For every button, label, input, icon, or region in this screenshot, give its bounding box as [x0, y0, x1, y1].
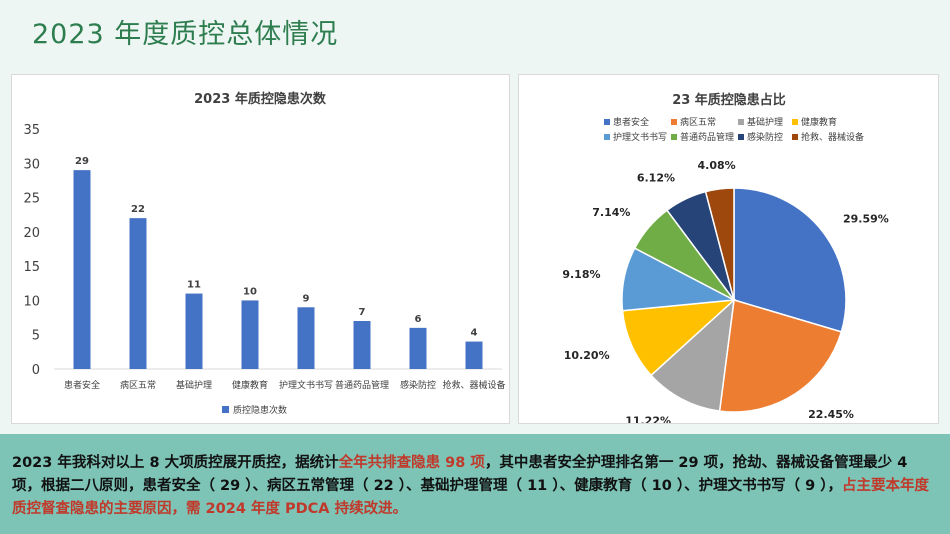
bar-data-label: 11	[187, 280, 201, 291]
bar-data-label: 9	[303, 293, 310, 304]
pie-slice	[718, 299, 843, 413]
bar-data-label: 7	[359, 307, 366, 318]
pie-data-label: 4.08%	[698, 159, 736, 172]
bar-chart: 2023 年质控隐患次数 0 5 10 15 20 25 30 35 29 患者安全 22 病区五常 11…	[23, 91, 505, 416]
x-tick-label: 感染防控	[400, 379, 436, 391]
legend-label: 病区五常	[680, 116, 716, 128]
pie-data-label: 6.12%	[637, 171, 675, 184]
x-tick-label: 患者安全	[64, 379, 100, 391]
legend-swatch	[671, 134, 677, 140]
pie-data-label: 22.45%	[808, 408, 854, 421]
pie-data-label: 9.18%	[562, 268, 600, 281]
legend-swatch	[738, 119, 744, 125]
pie-slice	[733, 187, 847, 333]
pie-data-label: 10.20%	[564, 349, 610, 362]
bar	[129, 218, 147, 369]
legend-label: 感染防控	[747, 131, 783, 143]
legend-swatch	[792, 134, 798, 140]
bar	[241, 300, 259, 369]
summary-highlight-total: 全年共排查隐患 98 项	[338, 455, 485, 471]
legend-swatch	[792, 119, 798, 125]
bar	[409, 327, 427, 369]
bar-chart-panel: 2023 年质控隐患次数 0 5 10 15 20 25 30 35 29 患者安全 22 病区五常 11…	[11, 74, 510, 424]
bar-chart-title: 2023 年质控隐患次数	[194, 91, 327, 107]
bar-data-label: 29	[75, 156, 89, 167]
bar	[73, 170, 91, 369]
summary-part-3: ，其中患者安全护理排名第一 29 项，抢劫、器械设备管理最少 4 项，根据二八原…	[12, 455, 908, 494]
pie-chart-title: 23 年质控隐患占比	[672, 92, 786, 108]
bar-data-label: 22	[131, 204, 145, 215]
legend-label: 健康教育	[801, 116, 837, 128]
pie-slice	[649, 298, 736, 412]
pie-chart-panel: 23 年质控隐患占比患者安全 病区五常 基础护理 健康教育护理文书书写 普通药品管理 感染…	[518, 74, 939, 424]
y-tick-label: 25	[23, 192, 40, 207]
y-tick-label: 5	[32, 329, 40, 344]
legend-label: 患者安全	[613, 116, 649, 128]
legend-swatch	[671, 119, 677, 125]
bar-data-label: 10	[243, 286, 257, 297]
page-title: 2023 年度质控总体情况	[32, 19, 339, 50]
legend-label: 抢救、器械设备	[801, 131, 864, 143]
bar-data-label: 4	[471, 328, 478, 339]
pie-slice	[621, 299, 737, 377]
x-tick-label: 病区五常	[120, 379, 156, 391]
x-tick-label: 护理文书书写	[279, 379, 333, 391]
legend-swatch	[738, 134, 744, 140]
x-tick-label: 基础护理	[176, 379, 212, 391]
y-tick-label: 30	[23, 157, 40, 172]
bar	[185, 293, 203, 369]
legend-swatch	[222, 406, 229, 413]
bar	[353, 321, 371, 369]
legend-swatch	[604, 134, 610, 140]
bar	[465, 341, 483, 369]
pie-data-label: 29.59%	[843, 213, 889, 226]
summary-part-1: 2023 年我科对以上 8 大项质控展开质控，据统计	[12, 455, 339, 471]
x-tick-label: 抢救、器械设备	[442, 379, 505, 391]
pie-slice	[704, 187, 735, 301]
y-tick-label: 35	[23, 123, 40, 138]
summary-highlight-conclusion: 占主要本年度质控督查隐患的主要原因，需 2024 年度 PDCA 持续改进。	[12, 478, 930, 517]
y-tick-label: 0	[32, 363, 40, 378]
y-tick-label: 15	[23, 260, 40, 275]
legend-swatch	[604, 119, 610, 125]
legend-label: 普通药品管理	[680, 131, 734, 143]
bar	[297, 307, 315, 369]
summary-text: 2023 年我科对以上 8 大项质控展开质控，据统计全年共排查隐患 98 项，其…	[0, 434, 950, 534]
y-tick-label: 20	[23, 226, 40, 241]
bar-data-label: 6	[415, 314, 422, 325]
pie-data-label: 7.14%	[592, 206, 630, 219]
legend-label: 质控隐患次数	[233, 404, 287, 416]
x-tick-label: 普通药品管理	[335, 379, 389, 391]
x-tick-label: 健康教育	[232, 379, 268, 391]
legend-label: 护理文书书写	[613, 131, 667, 143]
y-tick-label: 10	[23, 294, 40, 309]
pie-data-label: 11.22%	[625, 415, 671, 423]
legend-label: 基础护理	[747, 116, 783, 128]
